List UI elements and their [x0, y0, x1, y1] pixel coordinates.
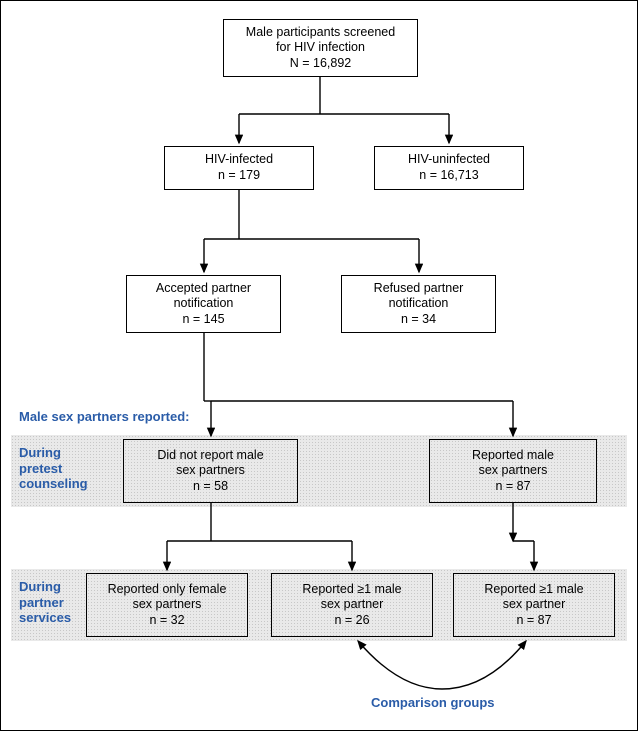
label-pretest: During pretest counseling — [19, 445, 88, 492]
node-refused: Refused partner notification n = 34 — [341, 275, 496, 333]
node-line: n = 87 — [495, 479, 530, 495]
node-female-only: Reported only female sex partners n = 32 — [86, 573, 248, 637]
node-hiv-uninfected: HIV-uninfected n = 16,713 — [374, 146, 524, 190]
flowchart-frame: Male participants screened for HIV infec… — [0, 0, 638, 731]
node-reported: Reported male sex partners n = 87 — [429, 439, 597, 503]
node-root: Male participants screened for HIV infec… — [223, 19, 418, 77]
node-no-report: Did not report male sex partners n = 58 — [123, 439, 298, 503]
node-line: n = 34 — [401, 312, 436, 328]
node-ge1-b: Reported ≥1 male sex partner n = 87 — [453, 573, 615, 637]
node-line: sex partners — [133, 597, 202, 613]
node-line: N = 16,892 — [290, 56, 352, 72]
node-line: for HIV infection — [276, 40, 365, 56]
node-line: sex partner — [503, 597, 566, 613]
node-line: sex partners — [479, 463, 548, 479]
node-line: n = 32 — [149, 613, 184, 629]
node-line: Reported ≥1 male — [302, 582, 401, 598]
node-line: n = 87 — [516, 613, 551, 629]
node-hiv-infected: HIV-infected n = 179 — [164, 146, 314, 190]
node-line: Reported only female — [108, 582, 227, 598]
node-line: Did not report male — [157, 448, 263, 464]
node-line: Reported male — [472, 448, 554, 464]
node-line: n = 26 — [334, 613, 369, 629]
node-line: HIV-infected — [205, 152, 273, 168]
label-line: counseling — [19, 476, 88, 492]
node-line: n = 145 — [182, 312, 224, 328]
node-line: n = 58 — [193, 479, 228, 495]
node-line: sex partners — [176, 463, 245, 479]
node-line: Reported ≥1 male — [484, 582, 583, 598]
node-line: notification — [174, 296, 234, 312]
node-line: Male participants screened — [246, 25, 395, 41]
node-ge1-a: Reported ≥1 male sex partner n = 26 — [271, 573, 433, 637]
label-line: services — [19, 610, 71, 626]
label-line: partner — [19, 595, 71, 611]
node-accepted: Accepted partner notification n = 145 — [126, 275, 281, 333]
node-line: n = 179 — [218, 168, 260, 184]
label-reported-header: Male sex partners reported: — [19, 409, 190, 424]
node-line: sex partner — [321, 597, 384, 613]
label-comparison: Comparison groups — [371, 695, 495, 710]
node-line: notification — [389, 296, 449, 312]
label-line: During — [19, 445, 88, 461]
node-line: Refused partner — [374, 281, 464, 297]
label-line: During — [19, 579, 71, 595]
node-line: Accepted partner — [156, 281, 251, 297]
node-line: n = 16,713 — [419, 168, 478, 184]
node-line: HIV-uninfected — [408, 152, 490, 168]
label-partner-services: During partner services — [19, 579, 71, 626]
label-line: pretest — [19, 461, 88, 477]
